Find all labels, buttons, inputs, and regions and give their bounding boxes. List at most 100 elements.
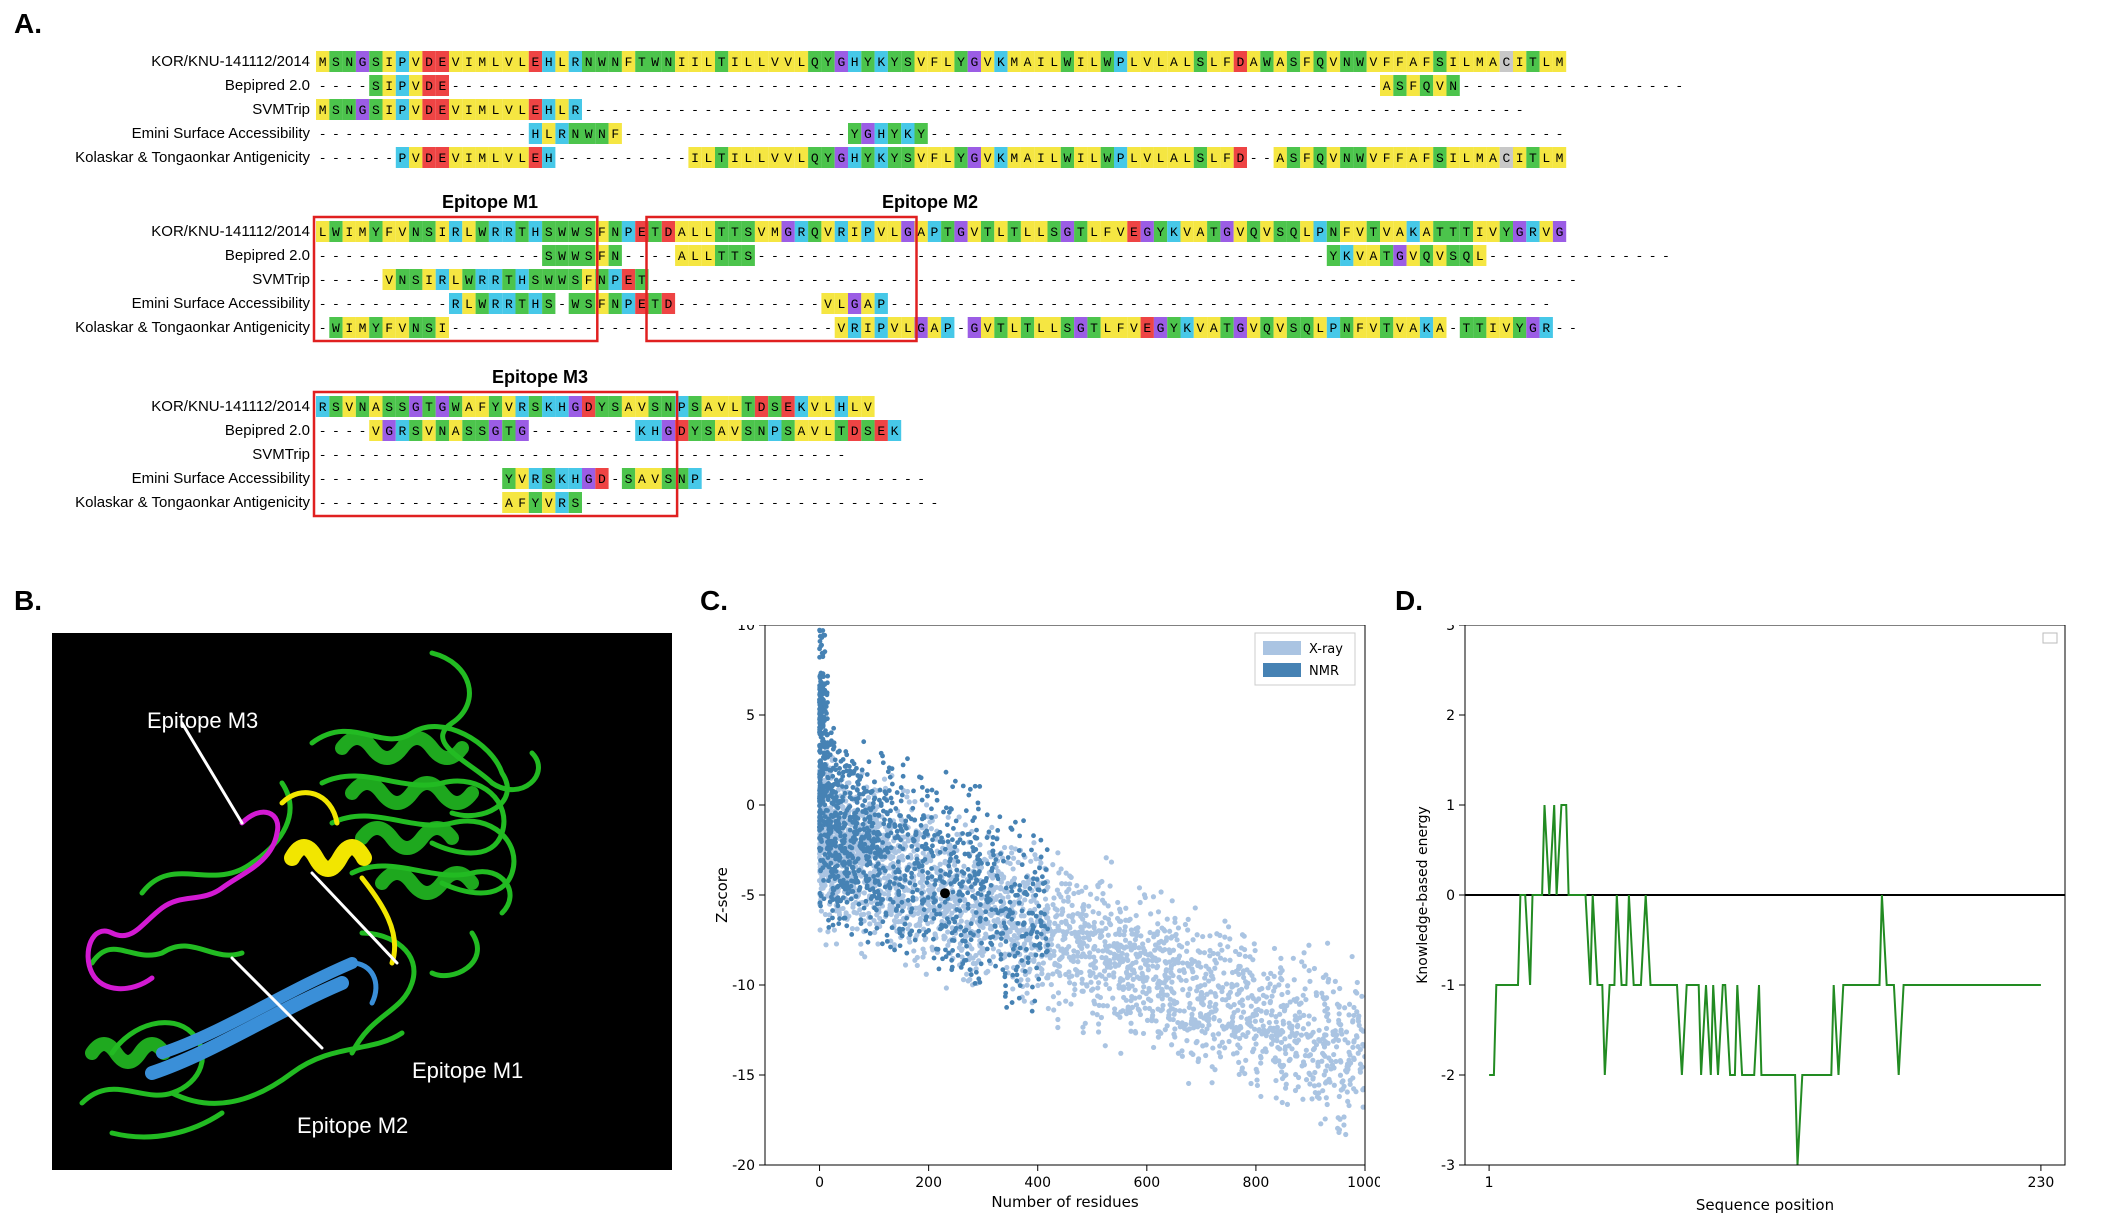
residue-letter: R bbox=[492, 297, 500, 312]
nmr-point bbox=[951, 826, 956, 831]
residue-letter: L bbox=[465, 297, 473, 312]
residue-letter: A bbox=[1489, 55, 1497, 70]
xray-point bbox=[1192, 905, 1198, 911]
residue-letter: - bbox=[931, 496, 939, 511]
residue-letter: P bbox=[944, 321, 952, 336]
residue-letter: T bbox=[837, 424, 845, 439]
residue-letter: - bbox=[678, 496, 686, 511]
xray-point bbox=[1316, 1037, 1322, 1043]
xray-point bbox=[881, 891, 888, 897]
residue-cell bbox=[1260, 221, 1274, 242]
residue-letter: - bbox=[665, 79, 673, 94]
residue-cell bbox=[1499, 317, 1513, 338]
residue-letter: - bbox=[1542, 79, 1550, 94]
xray-points bbox=[816, 745, 1365, 1138]
residue-letter: - bbox=[718, 79, 726, 94]
residue-letter: - bbox=[1423, 273, 1431, 288]
xray-point bbox=[1094, 1012, 1100, 1018]
residue-letter: - bbox=[1197, 127, 1205, 142]
residue-letter: Y bbox=[1502, 225, 1510, 240]
xray-point bbox=[1130, 976, 1136, 983]
residue-letter: - bbox=[678, 127, 686, 142]
nmr-point bbox=[944, 822, 950, 828]
residue-letter: F bbox=[1117, 321, 1125, 336]
residue-letter: D bbox=[425, 103, 433, 118]
xray-point bbox=[1005, 894, 1011, 900]
residue-cell bbox=[661, 396, 676, 417]
residue-letter: V bbox=[1409, 249, 1417, 264]
xray-point bbox=[1343, 1131, 1349, 1138]
xray-point bbox=[1140, 1030, 1147, 1037]
residue-letter: - bbox=[691, 321, 699, 336]
nmr-point bbox=[1017, 833, 1023, 839]
residue-cell bbox=[595, 396, 609, 417]
residue-letter: - bbox=[1170, 249, 1178, 264]
residue-cell bbox=[874, 147, 888, 168]
xray-point bbox=[1107, 883, 1113, 889]
residue-cell bbox=[515, 492, 529, 513]
xray-point bbox=[1273, 1095, 1279, 1101]
xray-point bbox=[1134, 974, 1140, 980]
nmr-point bbox=[958, 964, 964, 970]
residue-letter: - bbox=[704, 79, 712, 94]
residue-letter: Q bbox=[1316, 55, 1324, 70]
residue-cell bbox=[382, 51, 396, 72]
xray-point bbox=[1168, 963, 1175, 969]
residue-letter: L bbox=[1050, 321, 1058, 336]
residue-cell bbox=[528, 147, 543, 168]
residue-letter: N bbox=[438, 424, 446, 439]
xray-point bbox=[1172, 933, 1178, 939]
residue-letter: E bbox=[438, 55, 446, 70]
residue-cell bbox=[848, 293, 862, 314]
residue-letter: - bbox=[744, 103, 752, 118]
xray-point bbox=[1132, 1028, 1138, 1035]
residue-cell bbox=[741, 51, 755, 72]
residue-cell bbox=[1393, 51, 1407, 72]
xray-point bbox=[983, 931, 989, 937]
xray-point bbox=[1076, 935, 1082, 941]
residue-letter: R bbox=[452, 225, 460, 240]
residue-letter: - bbox=[625, 424, 633, 439]
residue-cell bbox=[941, 221, 955, 242]
residue-letter: - bbox=[1662, 249, 1670, 264]
xray-point bbox=[1351, 1056, 1357, 1063]
xray-point bbox=[1240, 1002, 1246, 1009]
residue-letter: P bbox=[399, 103, 407, 118]
residue-letter: I bbox=[1516, 55, 1524, 70]
residue-letter: - bbox=[758, 127, 766, 142]
residue-letter: S bbox=[1064, 321, 1072, 336]
residue-cell bbox=[967, 317, 981, 338]
xray-point bbox=[833, 941, 840, 947]
xray-point bbox=[1098, 1014, 1104, 1021]
residue-cell bbox=[874, 51, 888, 72]
xray-point bbox=[1150, 1044, 1157, 1051]
xray-point bbox=[1335, 1125, 1341, 1131]
xray-point bbox=[1330, 1038, 1336, 1044]
xray-point bbox=[956, 814, 962, 820]
residue-letter: - bbox=[598, 151, 606, 166]
residue-letter: I bbox=[864, 321, 872, 336]
nmr-point bbox=[919, 843, 925, 849]
residue-cell bbox=[435, 51, 449, 72]
xray-point bbox=[1269, 1033, 1275, 1039]
xray-point bbox=[867, 801, 873, 807]
xray-point bbox=[1217, 1043, 1223, 1049]
nmr-point bbox=[965, 905, 971, 911]
residue-letter: Y bbox=[957, 151, 965, 166]
xray-point bbox=[818, 908, 824, 914]
residue-letter: V bbox=[1542, 225, 1550, 240]
residue-letter: - bbox=[558, 424, 566, 439]
nmr-point bbox=[896, 890, 902, 896]
xray-point bbox=[1063, 998, 1069, 1004]
residue-letter: T bbox=[984, 225, 992, 240]
xray-point bbox=[1108, 911, 1114, 917]
residue-letter: L bbox=[758, 151, 766, 166]
residue-letter: - bbox=[1090, 79, 1098, 94]
xray-point bbox=[1128, 1020, 1134, 1026]
residue-cell bbox=[1539, 221, 1553, 242]
residue-letter: W bbox=[585, 127, 593, 142]
residue-cell bbox=[395, 269, 410, 290]
residue-letter: T bbox=[744, 400, 752, 415]
residue-letter: L bbox=[1476, 249, 1484, 264]
residue-cell bbox=[449, 420, 463, 441]
